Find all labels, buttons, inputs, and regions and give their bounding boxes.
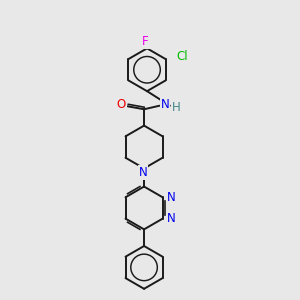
Text: O: O [116, 98, 126, 111]
Text: N: N [167, 212, 176, 225]
Text: N: N [139, 166, 148, 179]
Text: N: N [167, 191, 176, 204]
Text: F: F [142, 35, 149, 48]
Text: H: H [172, 101, 181, 114]
Text: N: N [160, 98, 169, 111]
Text: Cl: Cl [176, 50, 188, 63]
